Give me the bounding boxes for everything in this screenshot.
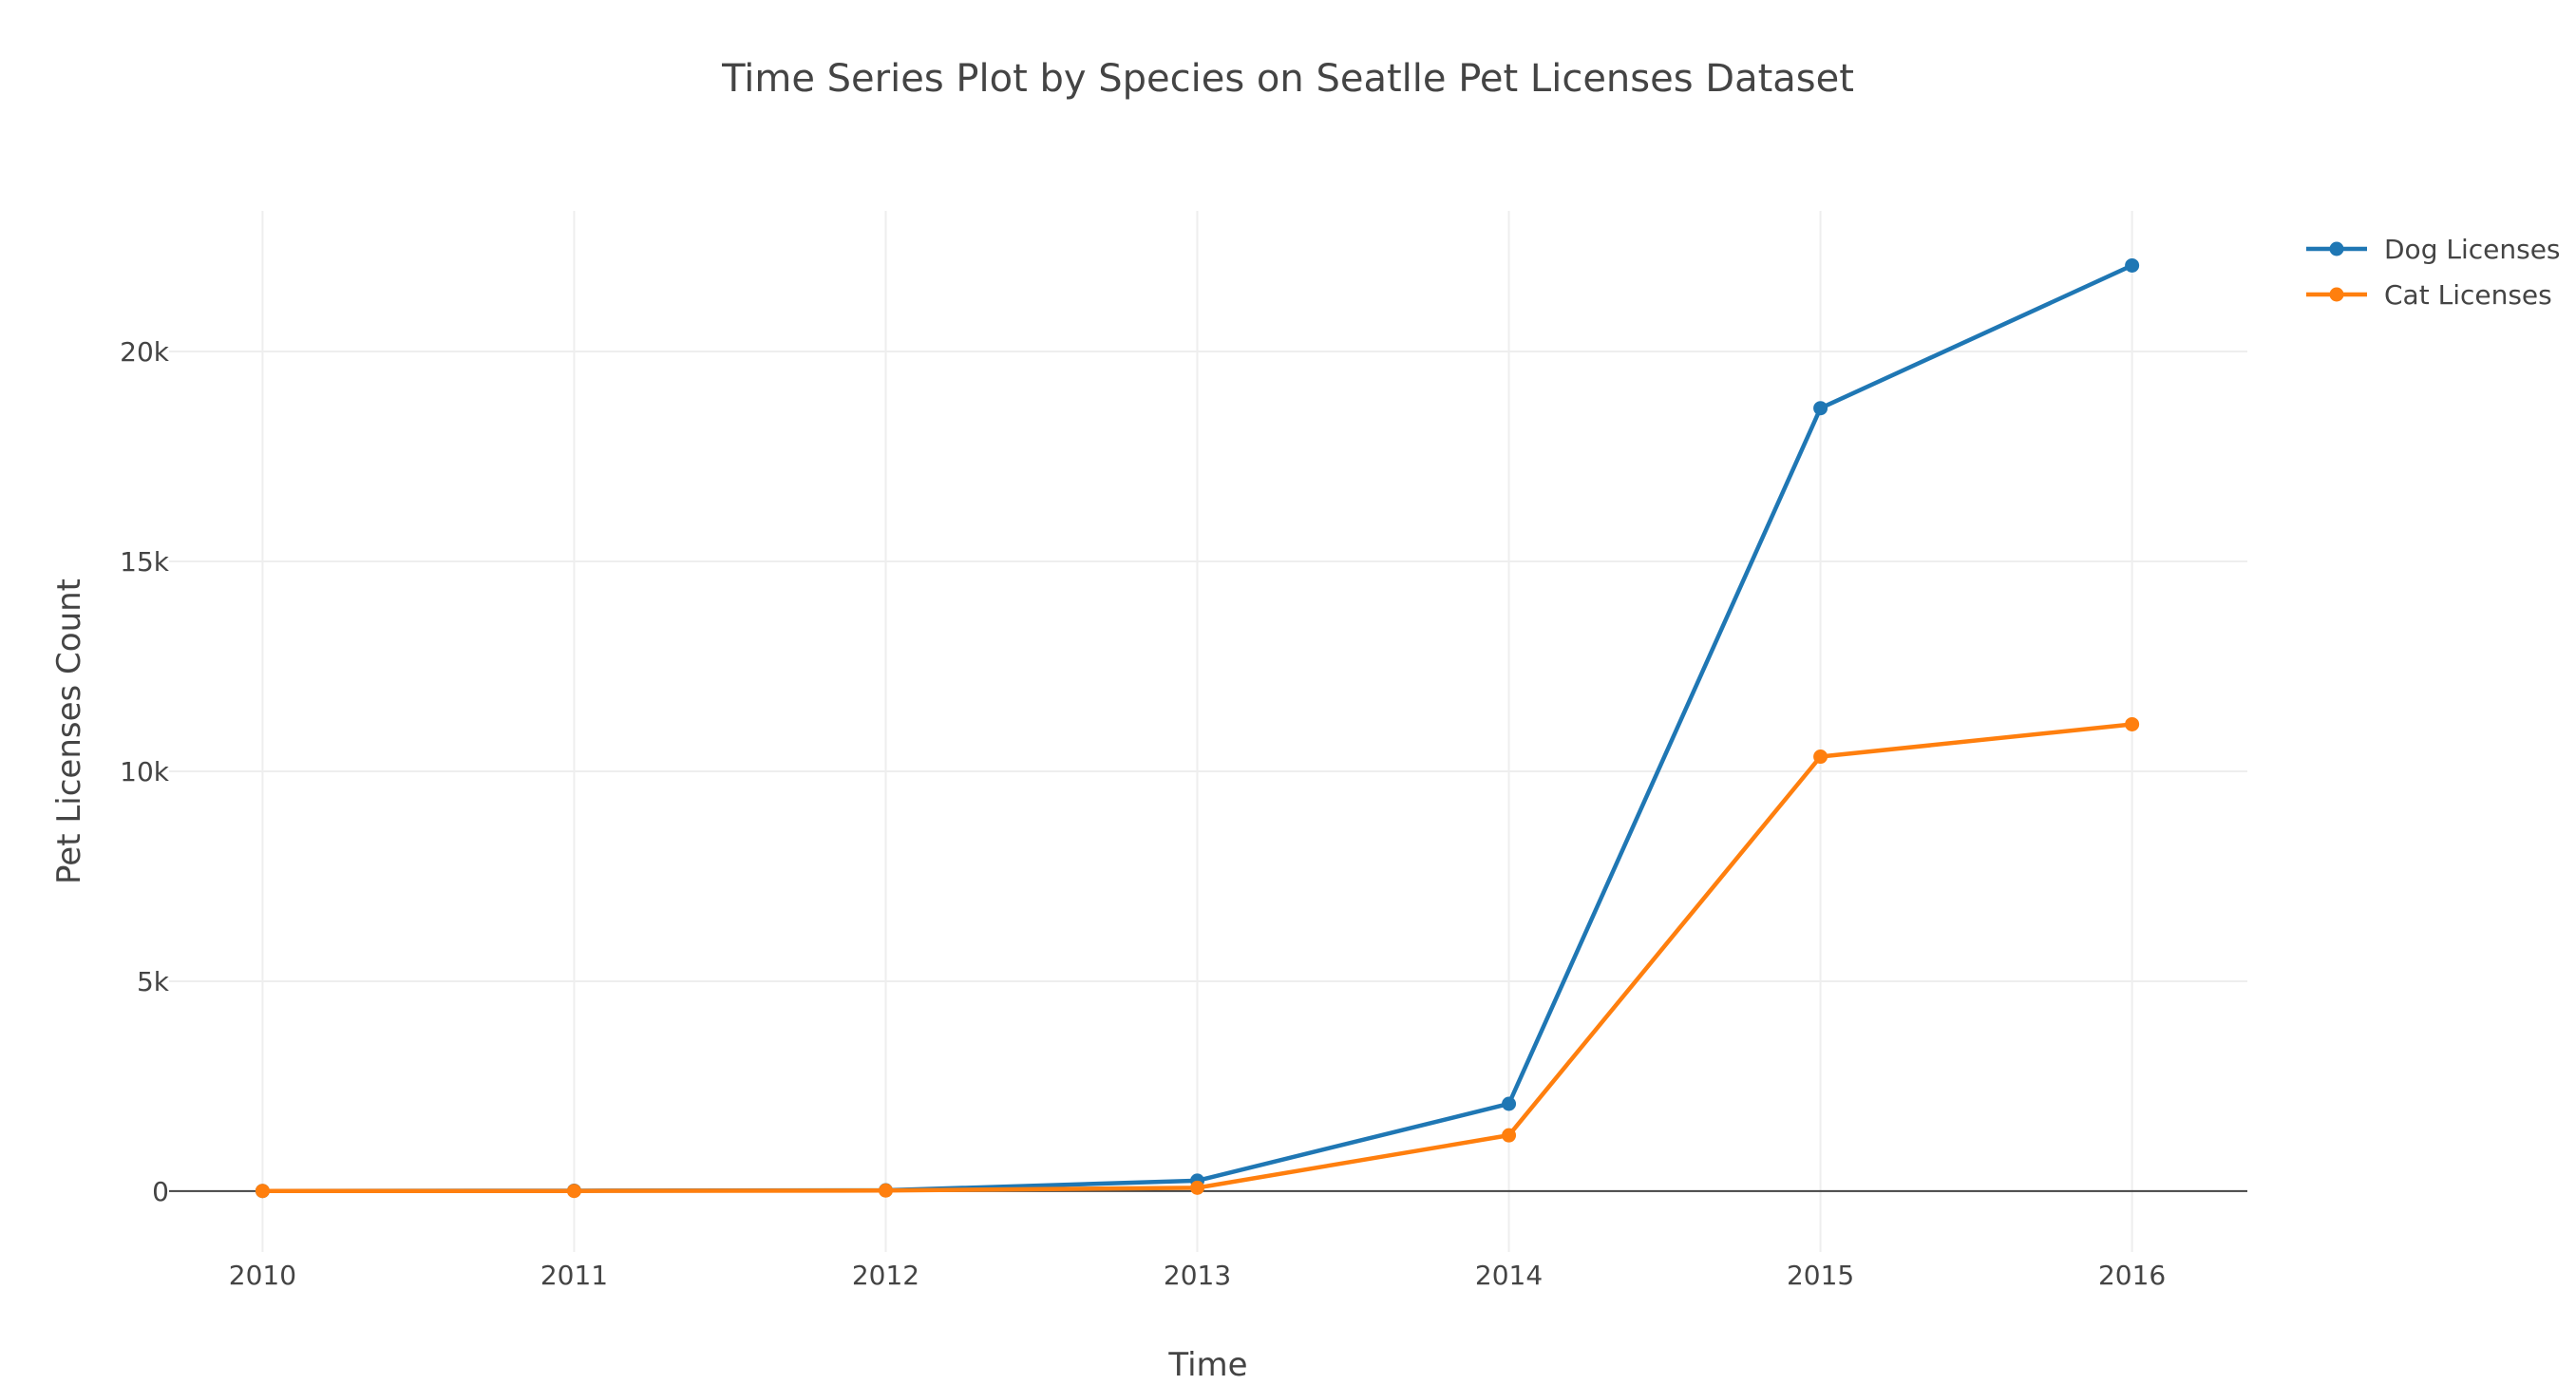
x-axis-title: Time — [1167, 1346, 1247, 1384]
data-point — [1502, 1128, 1517, 1143]
x-tick-label: 2015 — [1787, 1260, 1854, 1291]
data-point — [2125, 257, 2140, 273]
data-point — [1190, 1180, 1205, 1195]
y-axis-title: Pet Licenses Count — [50, 579, 88, 884]
x-tick-labels: 2010 2011 2012 2013 2014 2015 2016 — [229, 1260, 2166, 1291]
y-gridlines — [169, 351, 2247, 982]
legend-swatch-marker — [2329, 287, 2344, 302]
legend-item: Cat Licenses — [2306, 279, 2552, 311]
series-1 — [255, 716, 2140, 1199]
y-tick-label: 20k — [120, 336, 170, 368]
data-point — [1502, 1096, 1517, 1111]
data-point — [878, 1183, 893, 1198]
x-tick-label: 2014 — [1475, 1260, 1543, 1291]
x-tick-label: 2012 — [852, 1260, 919, 1291]
data-point — [2125, 716, 2140, 731]
data-point — [255, 1184, 270, 1199]
y-tick-labels: 0 5k 10k 15k 20k — [120, 336, 170, 1207]
x-tick-label: 2016 — [2098, 1260, 2166, 1291]
legend-item: Dog Licenses — [2306, 234, 2561, 265]
x-gridlines — [261, 211, 2133, 1252]
x-tick-label: 2010 — [229, 1260, 296, 1291]
chart-title: Time Series Plot by Species on Seatlle P… — [721, 57, 1854, 101]
x-tick-label: 2011 — [540, 1260, 608, 1291]
legend-swatch-marker — [2329, 241, 2344, 256]
legend: Dog Licenses Cat Licenses — [2306, 234, 2561, 311]
x-tick-label: 2013 — [1164, 1260, 1231, 1291]
legend-label: Dog Licenses — [2384, 234, 2561, 265]
series-layer — [255, 257, 2140, 1199]
data-point — [1813, 749, 1828, 765]
y-tick-label: 5k — [137, 966, 170, 997]
data-point — [1813, 401, 1828, 416]
legend-label: Cat Licenses — [2384, 279, 2552, 311]
y-tick-label: 15k — [120, 546, 170, 578]
data-point — [566, 1184, 581, 1199]
y-tick-label: 10k — [120, 756, 170, 787]
y-tick-label: 0 — [152, 1176, 169, 1207]
